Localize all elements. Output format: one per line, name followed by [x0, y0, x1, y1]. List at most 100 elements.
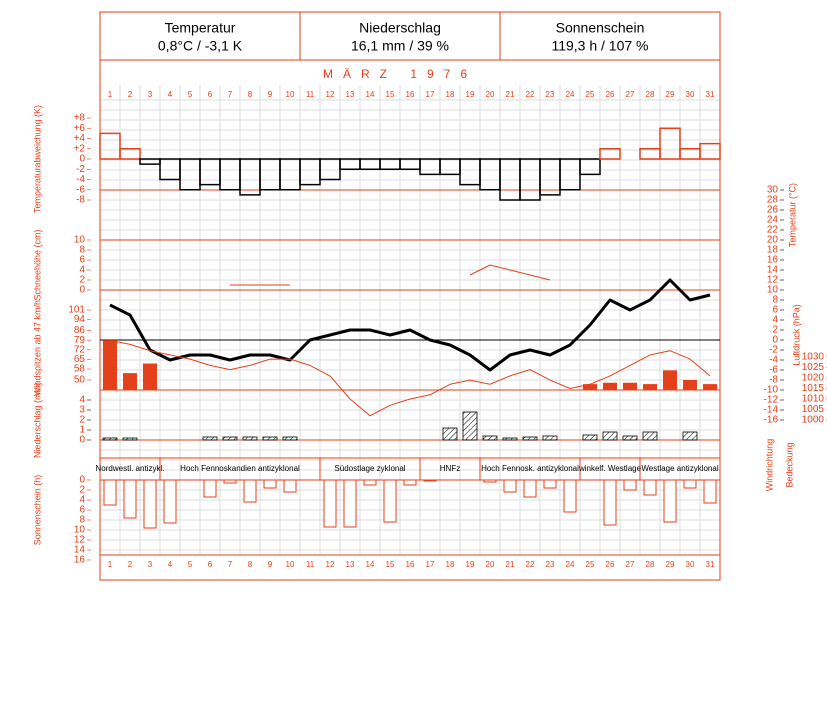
y-tick-label: -2: [76, 164, 85, 175]
header-title: Niederschlag: [359, 20, 441, 36]
day-label: 2: [128, 560, 133, 569]
day-label: 9: [268, 560, 273, 569]
day-label: 15: [386, 560, 395, 569]
y-tick-label: 0: [79, 475, 85, 486]
day-label: 17: [426, 90, 435, 99]
y-tick-label: 1015: [802, 383, 825, 394]
y-tick-label: 8: [772, 295, 778, 306]
deviation-bar: [579, 158, 601, 176]
precip-bar: [502, 437, 518, 441]
precip-bar: [482, 435, 498, 441]
sunshine-bar: [423, 479, 437, 482]
y-tick-label: -8: [769, 375, 778, 386]
day-label: 10: [286, 90, 295, 99]
y-tick-label: 8: [79, 245, 85, 256]
y-tick-label: -16: [764, 415, 779, 426]
sunshine-bar: [263, 479, 277, 489]
deviation-bar: [319, 158, 341, 181]
sunshine-bar: [563, 479, 577, 513]
deviation-bar: [419, 158, 441, 176]
y-tick-label: 10: [74, 525, 86, 536]
y-tick-label: -8: [76, 195, 85, 206]
wind-bar: [663, 370, 677, 390]
y-tick-label: 1005: [802, 404, 825, 415]
header-title: Sonnenschein: [556, 20, 645, 36]
day-label: 28: [646, 560, 655, 569]
wind-bar: [683, 379, 697, 390]
y-tick-label: 58: [74, 364, 86, 375]
axis-label: Sonnenschein (h): [32, 475, 42, 546]
deviation-bar: [699, 142, 721, 160]
sunshine-bar: [363, 479, 377, 486]
sunshine-bar: [483, 479, 497, 483]
day-label: 19: [466, 560, 475, 569]
weather-type: Hoch Fennoskandien antizyklonal: [180, 464, 300, 473]
separators: [100, 59, 720, 556]
precip-bar: [602, 431, 618, 441]
day-label: 15: [386, 90, 395, 99]
y-tick-label: -12: [764, 395, 779, 406]
y-tick-label: 18: [767, 245, 779, 256]
precip-bar: [202, 436, 218, 441]
y-tick-label: +8: [74, 113, 86, 124]
day-label: 25: [586, 560, 595, 569]
precip-bar: [122, 437, 138, 441]
precip-bar: [222, 436, 238, 441]
precip-bar: [282, 436, 298, 441]
day-label: 24: [566, 90, 575, 99]
y-tick-label: -2: [769, 345, 778, 356]
day-label: 10: [286, 560, 295, 569]
side-label: Bedeckung: [784, 442, 794, 487]
sunshine-bar: [703, 479, 717, 504]
axis-label: Luftdruck (hPa): [791, 304, 801, 366]
y-tick-label: 26: [767, 205, 779, 216]
day-label: 23: [546, 90, 555, 99]
day-label: 22: [526, 560, 535, 569]
y-tick-label: 16: [74, 555, 86, 566]
y-tick-label: 22: [767, 225, 779, 236]
y-tick-label: 6: [79, 255, 85, 266]
y-tick-label: 1010: [802, 394, 825, 405]
y-tick-label: 1: [79, 425, 85, 436]
y-tick-label: 10: [767, 285, 779, 296]
y-tick-label: 6: [79, 505, 85, 516]
day-label: 31: [706, 560, 715, 569]
weather-types: Nordwestl. antizykl. Hoch Fennoskandien …: [96, 458, 719, 480]
frame: [99, 11, 721, 581]
y-tick-label: 3: [79, 405, 85, 416]
day-label: 26: [606, 90, 615, 99]
day-label: 8: [248, 560, 253, 569]
data-line: [109, 278, 711, 372]
day-label: 11: [306, 560, 315, 569]
y-tick-label: 72: [74, 344, 86, 355]
day-label: 4: [168, 560, 173, 569]
deviation-bar: [559, 158, 581, 191]
deviation-bar: [279, 158, 301, 191]
data-line: [230, 264, 551, 286]
day-label: 4: [168, 90, 173, 99]
day-label: 31: [706, 90, 715, 99]
axis-label: Niederschlag (mm): [32, 382, 42, 458]
day-label: 20: [486, 560, 495, 569]
axis-label: Temperaturabweichung (K): [32, 105, 42, 213]
sunshine-bar: [103, 479, 117, 506]
precip-bar: [442, 427, 458, 441]
y-tick-label: -6: [769, 365, 778, 376]
deviation-bar: [439, 158, 461, 176]
axis-label: Windspitzen ab 47 km/h: [32, 300, 42, 396]
day-label: 6: [208, 560, 213, 569]
sunshine-bar: [683, 479, 697, 489]
deviation-bar: [359, 158, 381, 170]
sunshine-bar: [403, 479, 417, 486]
data-line: [109, 339, 711, 417]
deviation-bar: [379, 158, 401, 170]
deviation-bar: [299, 158, 321, 186]
day-label: 28: [646, 90, 655, 99]
day-label: 5: [188, 560, 193, 569]
day-label: 21: [506, 90, 515, 99]
wind-bar: [703, 384, 717, 390]
weather-type: Nordwestl. antizykl.: [96, 464, 165, 473]
day-label: 17: [426, 560, 435, 569]
header: Temperatur 0,8°C / -3,1 K Niederschlag 1…: [158, 12, 649, 60]
deviation-bar: [659, 127, 681, 160]
